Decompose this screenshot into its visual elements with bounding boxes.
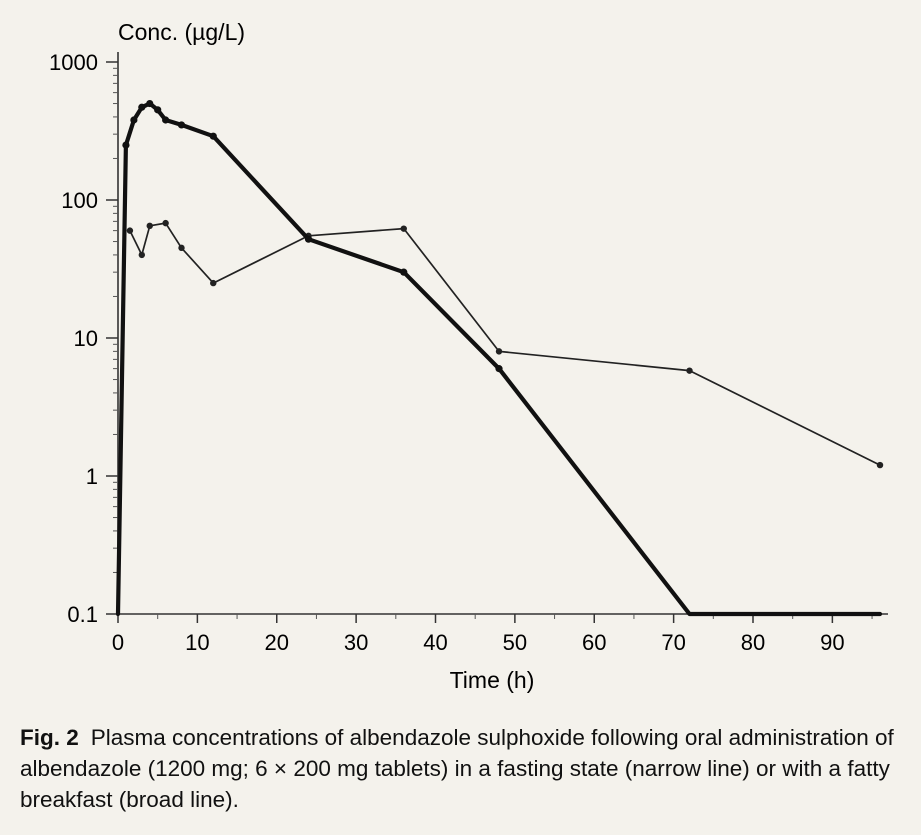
data-point-broad	[122, 141, 130, 149]
y-tick-label: 1	[86, 464, 98, 489]
x-tick-label: 40	[423, 630, 447, 655]
x-tick-label: 0	[112, 630, 124, 655]
data-point-narrow	[876, 461, 884, 469]
x-tick-label: 20	[265, 630, 289, 655]
y-tick-label: 100	[61, 188, 98, 213]
series-line-narrow	[129, 222, 881, 466]
caption-text: Plasma concentrations of albendazole sul…	[20, 725, 894, 812]
caption-label: Fig. 2	[20, 725, 79, 750]
x-axis-label: Time (h)	[450, 667, 535, 693]
data-point-narrow	[686, 367, 693, 374]
data-point-broad	[400, 268, 408, 276]
x-tick-label: 60	[582, 630, 606, 655]
series-layer	[115, 99, 884, 617]
axes: 0.1 1 10 100 1000 0 10 20 30 40 50 60 70 80 90	[49, 50, 888, 655]
series-line-broad	[115, 101, 883, 617]
y-tick-label: 10	[74, 326, 98, 351]
data-point-broad	[209, 132, 217, 140]
data-point-broad	[495, 365, 503, 373]
x-tick-label: 70	[661, 630, 685, 655]
data-point-broad	[146, 99, 154, 108]
data-point-narrow	[495, 348, 503, 355]
data-point-broad	[154, 106, 162, 114]
data-point-narrow	[162, 219, 169, 227]
x-tick-label: 30	[344, 630, 368, 655]
data-point-broad	[130, 116, 138, 124]
data-point-narrow	[178, 244, 185, 252]
data-point-narrow	[146, 222, 153, 230]
x-tick-label: 80	[741, 630, 765, 655]
data-point-narrow	[210, 279, 217, 287]
data-point-narrow	[138, 251, 146, 259]
data-point-broad	[177, 121, 186, 129]
x-tick-label: 90	[820, 630, 844, 655]
data-point-narrow	[126, 227, 134, 234]
data-point-broad	[138, 103, 146, 111]
figure-caption: Fig. 2 Plasma concentrations of albendazo…	[20, 722, 900, 815]
data-point-broad	[304, 235, 313, 243]
y-tick-label: 0.1	[67, 602, 98, 627]
data-point-broad	[162, 116, 170, 124]
y-axis-label: Conc. (µg/L)	[118, 19, 245, 45]
x-tick-label: 50	[503, 630, 527, 655]
y-tick-label: 1000	[49, 50, 98, 75]
x-tick-label: 10	[185, 630, 209, 655]
data-point-narrow	[400, 225, 407, 232]
